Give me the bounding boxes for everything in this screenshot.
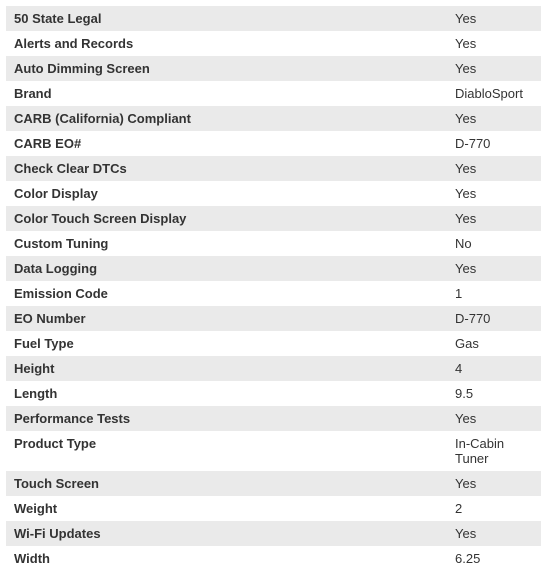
spec-table: 50 State Legal Yes Alerts and Records Ye… (6, 6, 541, 571)
table-row: Emission Code 1 (6, 281, 541, 306)
spec-label: Color Touch Screen Display (6, 206, 451, 231)
spec-label: Emission Code (6, 281, 451, 306)
table-row: Check Clear DTCs Yes (6, 156, 541, 181)
spec-label: Fuel Type (6, 331, 451, 356)
table-row: EO Number D-770 (6, 306, 541, 331)
table-row: Width 6.25 (6, 546, 541, 571)
table-row: Custom Tuning No (6, 231, 541, 256)
table-row: Performance Tests Yes (6, 406, 541, 431)
spec-value: Yes (451, 106, 541, 131)
spec-value: Yes (451, 406, 541, 431)
spec-value: 9.5 (451, 381, 541, 406)
spec-value: 2 (451, 496, 541, 521)
spec-value: D-770 (451, 131, 541, 156)
table-row: Color Touch Screen Display Yes (6, 206, 541, 231)
spec-value: DiabloSport (451, 81, 541, 106)
spec-label: CARB (California) Compliant (6, 106, 451, 131)
spec-label: Performance Tests (6, 406, 451, 431)
spec-label: Length (6, 381, 451, 406)
spec-label: Alerts and Records (6, 31, 451, 56)
spec-value: 1 (451, 281, 541, 306)
spec-label: Touch Screen (6, 471, 451, 496)
table-row: 50 State Legal Yes (6, 6, 541, 31)
table-row: Touch Screen Yes (6, 471, 541, 496)
table-row: Fuel Type Gas (6, 331, 541, 356)
spec-label: Weight (6, 496, 451, 521)
spec-label: Wi-Fi Updates (6, 521, 451, 546)
spec-value: In-Cabin Tuner (451, 431, 541, 471)
table-row: Product Type In-Cabin Tuner (6, 431, 541, 471)
table-row: CARB EO# D-770 (6, 131, 541, 156)
spec-label: Brand (6, 81, 451, 106)
spec-label: EO Number (6, 306, 451, 331)
spec-value: Yes (451, 31, 541, 56)
spec-label: Color Display (6, 181, 451, 206)
table-row: Weight 2 (6, 496, 541, 521)
spec-value: 6.25 (451, 546, 541, 571)
spec-value: Yes (451, 471, 541, 496)
table-row: Brand DiabloSport (6, 81, 541, 106)
spec-label: 50 State Legal (6, 6, 451, 31)
table-row: Height 4 (6, 356, 541, 381)
spec-label: Auto Dimming Screen (6, 56, 451, 81)
spec-label: Product Type (6, 431, 451, 471)
spec-value: Yes (451, 521, 541, 546)
spec-label: Height (6, 356, 451, 381)
table-row: Auto Dimming Screen Yes (6, 56, 541, 81)
table-row: Alerts and Records Yes (6, 31, 541, 56)
spec-label: Width (6, 546, 451, 571)
table-row: Length 9.5 (6, 381, 541, 406)
spec-value: Yes (451, 56, 541, 81)
table-row: CARB (California) Compliant Yes (6, 106, 541, 131)
table-row: Data Logging Yes (6, 256, 541, 281)
spec-label: Data Logging (6, 256, 451, 281)
spec-value: Yes (451, 6, 541, 31)
spec-value: Yes (451, 156, 541, 181)
spec-value: Yes (451, 256, 541, 281)
spec-label: CARB EO# (6, 131, 451, 156)
spec-value: 4 (451, 356, 541, 381)
table-row: Wi-Fi Updates Yes (6, 521, 541, 546)
table-row: Color Display Yes (6, 181, 541, 206)
spec-label: Check Clear DTCs (6, 156, 451, 181)
spec-label: Custom Tuning (6, 231, 451, 256)
spec-value: Gas (451, 331, 541, 356)
spec-value: Yes (451, 181, 541, 206)
spec-value: No (451, 231, 541, 256)
spec-value: D-770 (451, 306, 541, 331)
spec-value: Yes (451, 206, 541, 231)
